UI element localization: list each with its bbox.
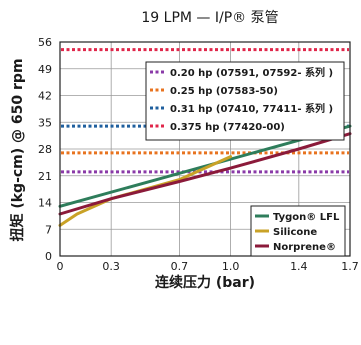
y-tick-label: 56 — [38, 36, 52, 49]
y-tick-label: 14 — [38, 197, 52, 210]
series-line — [58, 132, 352, 216]
series-legend-label: Tygon® LFL — [273, 212, 340, 223]
series-legend-label: Norprene® — [273, 242, 336, 253]
series-legend-label: Silicone — [273, 227, 317, 238]
reference-legend-label: 0.375 hp (77420-00) — [170, 122, 285, 133]
y-tick-label: 49 — [38, 63, 52, 76]
y-tick-label: 21 — [38, 170, 52, 183]
y-tick-labels: 0 7 14 21 28 35 42 49 56 — [38, 36, 52, 263]
reference-legend-box — [145, 61, 345, 141]
x-tick-label: 0.7 — [171, 260, 189, 273]
y-tick-label: 7 — [45, 223, 52, 236]
reference-legend-label: 0.25 hp (07583-50) — [170, 86, 278, 97]
reference-legend-label: 0.31 hp (07410, 77411- 系列 ) — [170, 102, 333, 115]
series-legend: Tygon® LFL Silicone Norprene® — [250, 205, 346, 257]
y-tick-label: 28 — [38, 143, 52, 156]
x-tick-label: 0 — [57, 260, 64, 273]
y-tick-label: 35 — [38, 116, 52, 129]
x-tick-label: 0.3 — [102, 260, 120, 273]
x-tick-label: 1.4 — [290, 260, 308, 273]
x-axis-label: 连续压力 (bar) — [155, 274, 255, 291]
reference-legend-label: 0.20 hp (07591, 07592- 系列 ) — [170, 66, 333, 79]
y-tick-label: 0 — [45, 250, 52, 263]
y-tick-label: 42 — [38, 90, 52, 103]
x-tick-label: 1.0 — [222, 260, 240, 273]
x-tick-label: 1.7 — [341, 260, 359, 273]
y-axis-label: 扭矩 (kg-cm) @ 650 rpm — [9, 58, 26, 241]
reference-legend: 0.20 hp (07591, 07592- 系列 ) 0.25 hp (0758… — [145, 61, 345, 141]
x-tick-labels: 0 0.3 0.7 1.0 1.4 1.7 — [57, 260, 359, 273]
plot-frame — [59, 41, 351, 257]
chart-title: 19 LPM — I/P® 泵管 — [141, 10, 278, 26]
